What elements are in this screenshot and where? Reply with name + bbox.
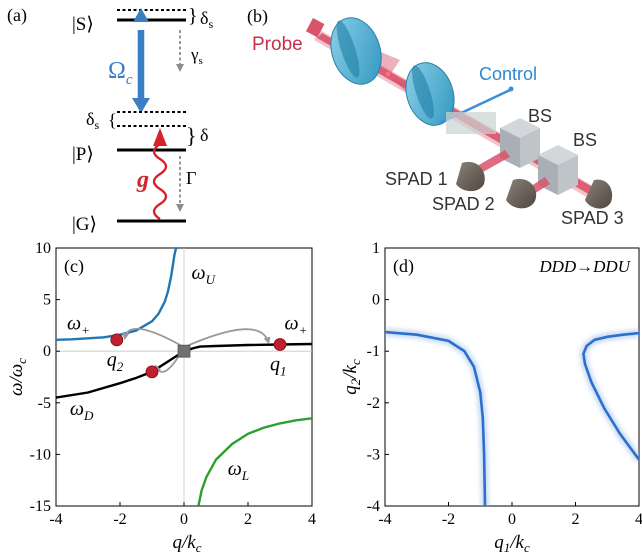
- control-label: Control: [479, 64, 537, 84]
- d-ytick-label-3: -2: [367, 395, 380, 412]
- panel-label-a: (a): [7, 5, 27, 26]
- probe-source: [305, 18, 325, 38]
- lens-1-edge: [336, 20, 360, 78]
- marker-label-0: q2: [107, 349, 124, 374]
- spad-3: [585, 179, 613, 209]
- c-ytick-label-3: -5: [38, 395, 51, 412]
- spad-label-3: SPAD 3: [561, 208, 624, 228]
- lens-1: [330, 17, 382, 85]
- band-line-1: [582, 331, 639, 461]
- series-line-2: [197, 417, 312, 506]
- d-xtick-label-2: 0: [508, 511, 516, 528]
- c-xlabel: q/kc: [173, 532, 202, 555]
- d-ylabel: q2/kc: [340, 359, 363, 395]
- bracket-delta: }: [186, 123, 197, 148]
- marker-0: [110, 333, 124, 347]
- series-annotation-4: ωL: [228, 458, 249, 483]
- d-ytick-label-4: -3: [367, 446, 380, 463]
- series-annotation-1: ω+: [285, 313, 308, 338]
- plot-frame-d: [384, 247, 640, 507]
- focus-spot: [385, 71, 391, 77]
- setup-illustration: (b) Probe Control BS B: [247, 6, 624, 228]
- marker-2: [273, 338, 287, 351]
- marker-1: [145, 365, 159, 379]
- delta-s-mid: δs: [86, 109, 99, 132]
- d-ytick-label-5: -4: [367, 498, 380, 515]
- gamma-label: Γ: [186, 168, 196, 188]
- state-p-label: |P⟩: [72, 144, 94, 165]
- atom-cell: [446, 112, 496, 134]
- d-xtick-label-4: 4: [635, 511, 642, 528]
- d-xtick-label-3: 2: [572, 511, 580, 528]
- spad-2: [506, 178, 537, 209]
- d-xtick-label-0: -4: [378, 511, 391, 528]
- c-xtick-label-4: 4: [308, 511, 316, 528]
- series-annotation-3: ωD: [70, 398, 94, 423]
- lens-2-edge: [412, 65, 434, 119]
- level-diagram: (a) |S⟩ } δs γs Ωc δs { } δ |P⟩ Γ g: [7, 5, 213, 235]
- omega-c-label: Ωc: [108, 58, 133, 88]
- bs-label-1: BS: [528, 106, 552, 126]
- c-xtick-label-2: 0: [180, 511, 188, 528]
- control-source: [508, 86, 514, 92]
- d-title: DDD→DDU: [538, 257, 631, 276]
- delta-label: δ: [200, 125, 208, 145]
- bracket-s: }: [188, 5, 198, 27]
- gamma-s-label: γs: [190, 45, 203, 67]
- probe-wavy-line: [152, 142, 168, 221]
- c-xtick-label-3: 2: [244, 511, 252, 528]
- transition-arrow-1: [183, 328, 271, 349]
- c-ytick-label-5: -15: [30, 498, 51, 515]
- series-annotation-0: ω+: [67, 313, 90, 338]
- spad-1: [456, 161, 485, 192]
- spad-label-1: SPAD 1: [385, 169, 448, 189]
- bs-cube-1: [500, 118, 540, 168]
- bracket-left: {: [108, 110, 117, 130]
- c-ylabel: ω/ωc: [6, 358, 29, 396]
- state-s-label: |S⟩: [72, 14, 94, 35]
- d-ytick-label-1: 0: [372, 292, 380, 309]
- d-ytick-label-2: -1: [367, 343, 380, 360]
- bs-label-2: BS: [573, 130, 597, 150]
- panel-label-c: (c): [64, 256, 84, 277]
- series-annotation-2: ωU: [191, 262, 216, 287]
- g-label: g: [136, 167, 149, 193]
- delta-s-top: δs: [200, 8, 213, 31]
- transition-arrow-0: [122, 327, 185, 348]
- panel-label-b: (b): [247, 6, 268, 27]
- c-xtick-label-1: -2: [113, 511, 126, 528]
- c-ytick-label-0: 10: [35, 240, 51, 257]
- c-xtick-label-0: -4: [49, 511, 62, 528]
- panel-label-d: (d): [393, 256, 414, 277]
- probe-arrow-head: [153, 128, 167, 146]
- d-ytick-label-0: 1: [372, 240, 380, 257]
- c-ytick-label-2: 0: [43, 343, 51, 360]
- d-xlabel: q1/kc: [494, 532, 530, 555]
- series-line-0: [56, 248, 178, 341]
- state-g-label: |G⟩: [72, 214, 97, 235]
- band-line-0: [385, 330, 487, 506]
- c-ytick-label-1: 5: [43, 292, 51, 309]
- spad-label-2: SPAD 2: [432, 194, 495, 214]
- d-xtick-label-1: -2: [442, 511, 455, 528]
- control-arrow-head-up: [133, 8, 149, 22]
- control-arrow-head-down: [132, 98, 150, 113]
- marker-center: [177, 344, 191, 358]
- correlation-map: -4 -2 0 2 4 1 0 -1 -2 -3 -4 (d) DDD→DDU q1/kc q2/k…: [340, 240, 642, 555]
- marker-label-2: q1: [270, 353, 287, 378]
- probe-label: Probe: [252, 34, 303, 55]
- c-ytick-label-4: -10: [30, 446, 51, 463]
